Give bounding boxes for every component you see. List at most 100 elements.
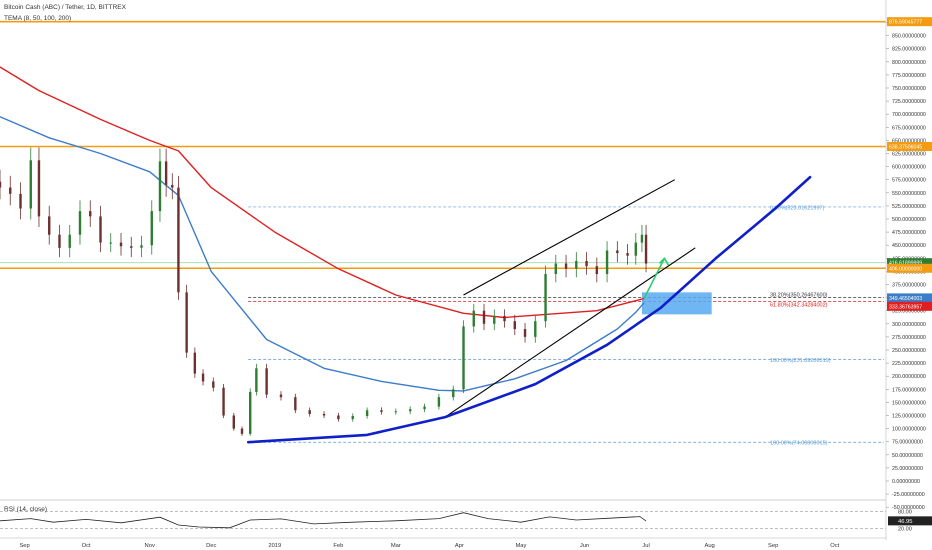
- time-axis: Sep Oct Nov Dec 2019 Feb Mar Apr May Jun Jul Aug Sep…: [0, 537, 886, 549]
- price-tick-label: 150.00000000: [892, 400, 926, 406]
- candle-body: [177, 187, 180, 293]
- price-tag-label: 333.36763957: [889, 304, 922, 310]
- candle-body: [294, 397, 297, 411]
- candle-body: [308, 410, 311, 414]
- candle-body: [640, 234, 644, 243]
- candle-body: [380, 410, 383, 412]
- candle-body: [109, 242, 112, 244]
- candle-body: [554, 263, 558, 275]
- price-tick-label: 375.00000000: [892, 283, 926, 289]
- support-curve: [246, 175, 812, 444]
- price-tick-label: 250.00000000: [892, 348, 926, 354]
- candle-body: [19, 193, 22, 209]
- time-tick-label: Jun: [580, 543, 589, 549]
- candle-body: [634, 242, 637, 256]
- candle-body: [140, 245, 143, 248]
- candle-body: [58, 234, 61, 248]
- price-tick-label: 700.00000000: [892, 112, 926, 118]
- candle-body: [595, 266, 599, 275]
- price-tick-label: 50.00000000: [892, 453, 923, 459]
- price-tick-label: 75.00000000: [892, 440, 923, 446]
- fib-level-label: 100.00%(231.89206519): [770, 358, 831, 364]
- price-tick-label: -25.00000000: [892, 492, 925, 498]
- candle-body: [158, 161, 162, 212]
- trend-drawings: [246, 175, 812, 444]
- candle-body: [29, 160, 32, 209]
- candle-body: [585, 260, 588, 267]
- indicator-title: TEMA (8, 50, 100, 200): [4, 15, 71, 22]
- time-tick-label: Nov: [145, 543, 155, 549]
- rsi-line: [0, 512, 647, 529]
- price-tick-label: 450.00000000: [892, 243, 926, 249]
- candle-body: [99, 216, 102, 243]
- price-tick-label: 500.00000000: [892, 217, 926, 223]
- candle-body: [249, 391, 252, 434]
- price-tick-label: 625.00000000: [892, 152, 926, 158]
- rsi-title: RSI (14, close): [4, 506, 47, 513]
- price-tick-label: 775.00000000: [892, 73, 926, 79]
- price-tick-label: 475.00000000: [892, 230, 926, 236]
- candle-body: [452, 389, 455, 398]
- fib-level-label: 0.00%(523.01621997): [770, 205, 825, 211]
- time-tick-label: Jul: [642, 543, 649, 549]
- candle-body: [605, 250, 609, 275]
- price-tick-label: 25.00000000: [892, 466, 923, 472]
- candle-body: [265, 368, 268, 395]
- symbol-title: Bitcoin Cash (ABC) / Tether, 1D, BITTREX: [4, 4, 127, 11]
- time-tick-label: Mar: [391, 543, 401, 549]
- price-tag-label: 638.37506045: [889, 144, 922, 150]
- price-tick-label: 850.00000000: [892, 34, 926, 40]
- price-tags: 876.59045777 638.37506045 416.61899999406.…: [887, 17, 932, 311]
- time-tick-label: Apr: [455, 543, 464, 549]
- time-tick-label: Sep: [768, 543, 778, 549]
- candle-body: [232, 415, 236, 429]
- price-tick-label: 300.00000000: [892, 322, 926, 328]
- candle-body: [644, 234, 648, 264]
- projection-arrow-shaft: [643, 257, 666, 300]
- price-tick-label: 575.00000000: [892, 178, 926, 184]
- price-tick-label: 800.00000000: [892, 60, 926, 66]
- rsi-tick-label: 80.00: [898, 510, 912, 516]
- price-tag: [887, 258, 932, 268]
- candle-body: [78, 211, 82, 235]
- fib-level-label: 38.20%(350.26467600): [770, 292, 828, 298]
- candle-body: [337, 415, 340, 420]
- price-tag: [887, 17, 932, 27]
- projection-arrow-head: [658, 256, 670, 266]
- candle-body: [193, 352, 197, 374]
- price-tag-label: 876.59045777: [889, 20, 922, 26]
- price-tick-label: 750.00000000: [892, 86, 926, 92]
- time-tick-label: Oct: [82, 543, 91, 549]
- time-tick-label: 2019: [268, 543, 281, 549]
- candle-body: [240, 428, 244, 434]
- tema-200-line: [0, 66, 645, 319]
- price-tag: [887, 141, 932, 151]
- tema-100-line: [0, 116, 645, 392]
- time-tick-label: Feb: [333, 543, 343, 549]
- candle-body: [544, 274, 547, 322]
- price-tag-label: 406.00000000: [889, 266, 922, 272]
- candle-body: [255, 368, 258, 392]
- candle-body: [408, 409, 412, 412]
- time-tick-label: Oct: [830, 543, 839, 549]
- candle-body: [48, 216, 51, 235]
- horizontal-levels: [0, 20, 886, 270]
- candle-body: [89, 211, 92, 217]
- price-tick-label: 650.00000000: [892, 138, 926, 144]
- time-tick-label: Dec: [206, 543, 216, 549]
- fib-level-label: 61.80%(342.34284002): [770, 303, 828, 309]
- candle-body: [626, 253, 629, 256]
- time-tick-label: May: [515, 543, 526, 549]
- candle-body: [164, 161, 168, 185]
- price-tick-label: 550.00000000: [892, 191, 926, 197]
- price-tick-label: 600.00000000: [892, 165, 926, 171]
- price-tick-label: 525.00000000: [892, 204, 926, 210]
- price-tick-label: -50.00000000: [892, 505, 925, 511]
- price-tick-label: 225.00000000: [892, 361, 926, 367]
- candle-body: [130, 246, 133, 248]
- candle-body: [351, 416, 354, 420]
- candle-body: [472, 310, 475, 327]
- price-tick-label: 200.00000000: [892, 374, 926, 380]
